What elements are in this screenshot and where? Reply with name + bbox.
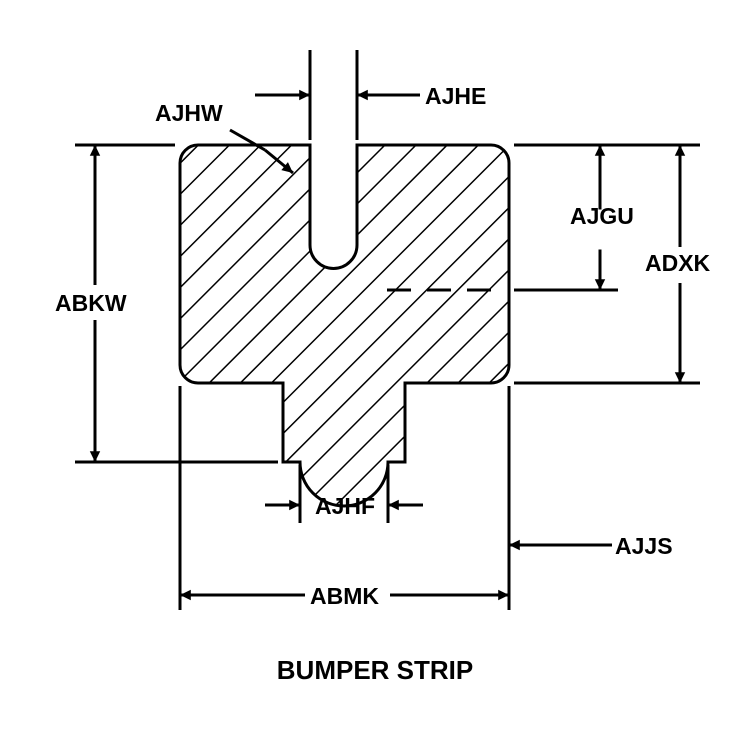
label-ajjs: AJJS [615, 533, 673, 560]
label-ajhw: AJHW [155, 100, 223, 127]
label-ajhf: AJHF [315, 493, 375, 520]
label-abmk: ABMK [310, 583, 379, 610]
label-ajgu: AJGU [570, 203, 634, 230]
diagram-title: BUMPER STRIP [0, 655, 750, 686]
label-abkw: ABKW [55, 290, 127, 317]
diagram-stage: AJHW AJHE AJGU ADXK ABKW AJHF AJJS ABMK … [0, 0, 750, 750]
diagram-svg [0, 0, 750, 750]
label-ajhe: AJHE [425, 83, 486, 110]
label-adxk: ADXK [645, 250, 710, 277]
